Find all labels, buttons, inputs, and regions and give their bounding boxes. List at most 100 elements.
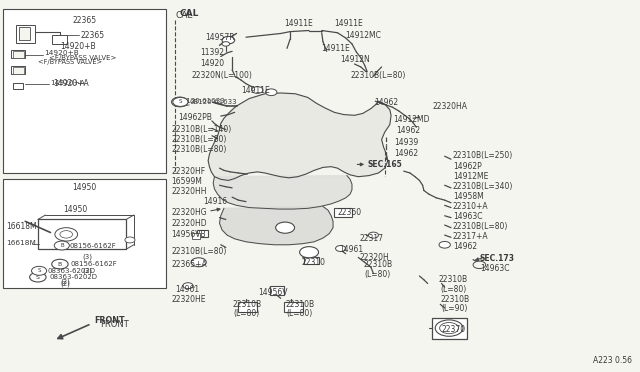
Text: (L=80): (L=80) xyxy=(440,285,467,294)
Text: (L=80): (L=80) xyxy=(234,309,260,318)
Text: 22310B: 22310B xyxy=(438,275,467,284)
Text: 14957R: 14957R xyxy=(205,33,235,42)
Bar xyxy=(270,286,284,295)
Text: 14950: 14950 xyxy=(72,183,97,192)
Text: 22310B: 22310B xyxy=(364,260,392,269)
Text: 08156-6162F: 08156-6162F xyxy=(70,261,117,267)
Text: 14911E: 14911E xyxy=(322,44,351,53)
Circle shape xyxy=(440,323,459,334)
Text: 14963C: 14963C xyxy=(481,264,510,273)
Circle shape xyxy=(173,97,188,106)
Text: (3): (3) xyxy=(82,267,92,274)
Text: 22310B(L=80): 22310B(L=80) xyxy=(172,247,227,256)
Text: 14963C: 14963C xyxy=(453,212,483,221)
Text: 22310B(L=140): 22310B(L=140) xyxy=(172,125,232,134)
Text: S: S xyxy=(37,268,41,273)
Text: 08363-6202D: 08363-6202D xyxy=(49,274,97,280)
Text: 14911E: 14911E xyxy=(284,19,312,28)
Text: S: S xyxy=(178,99,182,105)
Circle shape xyxy=(439,241,451,248)
Text: 0B120-61633: 0B120-61633 xyxy=(189,99,237,105)
Circle shape xyxy=(473,261,486,269)
Text: 16618M: 16618M xyxy=(6,240,36,246)
Text: (3): (3) xyxy=(82,253,92,260)
Circle shape xyxy=(369,232,378,238)
Circle shape xyxy=(222,36,235,44)
Text: B: B xyxy=(58,262,62,267)
Text: 14958M: 14958M xyxy=(453,192,484,201)
Text: 22310B: 22310B xyxy=(440,295,469,304)
Text: 22310B(L=80): 22310B(L=80) xyxy=(453,222,508,231)
Circle shape xyxy=(52,259,68,269)
Text: <F/BYPASS VALVE>: <F/BYPASS VALVE> xyxy=(49,55,116,61)
Text: 22317+A: 22317+A xyxy=(453,232,488,241)
Circle shape xyxy=(222,42,230,46)
Text: 14920+A: 14920+A xyxy=(51,80,85,86)
Text: 22320HD: 22320HD xyxy=(172,219,207,228)
Bar xyxy=(13,51,24,58)
Bar xyxy=(193,233,200,239)
Text: 14962: 14962 xyxy=(453,242,477,251)
Text: 22360: 22360 xyxy=(337,208,362,217)
Text: 22320HA: 22320HA xyxy=(432,102,467,110)
Text: (2): (2) xyxy=(60,281,70,288)
Text: 11392: 11392 xyxy=(200,48,225,57)
Bar xyxy=(239,302,257,312)
Text: 08156-6162F: 08156-6162F xyxy=(69,243,116,248)
Bar xyxy=(12,50,25,58)
Text: 22320H: 22320H xyxy=(360,253,389,262)
Text: 22365: 22365 xyxy=(80,31,104,40)
Bar xyxy=(13,67,24,74)
Text: 22370: 22370 xyxy=(442,325,466,334)
Text: 14912MD: 14912MD xyxy=(393,115,429,124)
Text: 22310: 22310 xyxy=(301,258,326,267)
Text: 14962: 14962 xyxy=(374,98,398,107)
Bar xyxy=(3,179,166,288)
Text: 14911E: 14911E xyxy=(241,86,269,94)
Text: 22310B(L=340): 22310B(L=340) xyxy=(453,182,513,191)
Text: 08363-6202D: 08363-6202D xyxy=(47,268,95,274)
Text: 14939: 14939 xyxy=(394,138,419,147)
Text: 14961: 14961 xyxy=(339,246,364,254)
Text: 22310B(L=80): 22310B(L=80) xyxy=(172,135,227,144)
Text: 14956V: 14956V xyxy=(259,288,288,296)
Bar xyxy=(334,208,352,217)
Circle shape xyxy=(183,283,193,289)
Text: 22310B(L=250): 22310B(L=250) xyxy=(453,151,513,160)
Text: 14912N: 14912N xyxy=(340,55,371,64)
Text: 14962PB: 14962PB xyxy=(178,113,212,122)
Text: 22365: 22365 xyxy=(72,16,97,25)
Polygon shape xyxy=(213,176,352,209)
Text: 14912ME: 14912ME xyxy=(453,172,488,181)
Bar xyxy=(13,83,22,89)
Circle shape xyxy=(29,272,46,282)
Text: 22320HF: 22320HF xyxy=(172,167,205,176)
Text: (L=80): (L=80) xyxy=(286,309,312,318)
Circle shape xyxy=(276,222,294,233)
Circle shape xyxy=(266,89,277,96)
Circle shape xyxy=(435,320,463,336)
Text: 16599M: 16599M xyxy=(172,177,202,186)
Circle shape xyxy=(252,87,263,93)
Text: S: S xyxy=(36,275,40,280)
Text: 14920: 14920 xyxy=(200,60,225,68)
Text: 14911E: 14911E xyxy=(334,19,363,28)
Text: 22310+A: 22310+A xyxy=(453,202,488,211)
Text: 22317: 22317 xyxy=(360,234,383,243)
Polygon shape xyxy=(220,206,333,245)
Text: <F/BYPASS VALVE>: <F/BYPASS VALVE> xyxy=(38,59,102,65)
Circle shape xyxy=(125,237,135,243)
Text: (L=80): (L=80) xyxy=(365,270,391,279)
Text: 14956VB: 14956VB xyxy=(172,230,206,239)
Text: SEC.165: SEC.165 xyxy=(367,160,402,169)
Text: 14962: 14962 xyxy=(394,149,419,158)
Bar xyxy=(432,318,467,339)
Bar xyxy=(12,66,25,74)
Text: 16618M: 16618M xyxy=(6,222,37,231)
Text: 14962: 14962 xyxy=(396,126,420,135)
Text: 22320HH: 22320HH xyxy=(172,187,207,196)
Text: B: B xyxy=(60,243,63,248)
Text: (L=90): (L=90) xyxy=(442,304,468,313)
Text: 14950: 14950 xyxy=(63,205,87,214)
Text: 22310B(L=80): 22310B(L=80) xyxy=(350,71,406,80)
